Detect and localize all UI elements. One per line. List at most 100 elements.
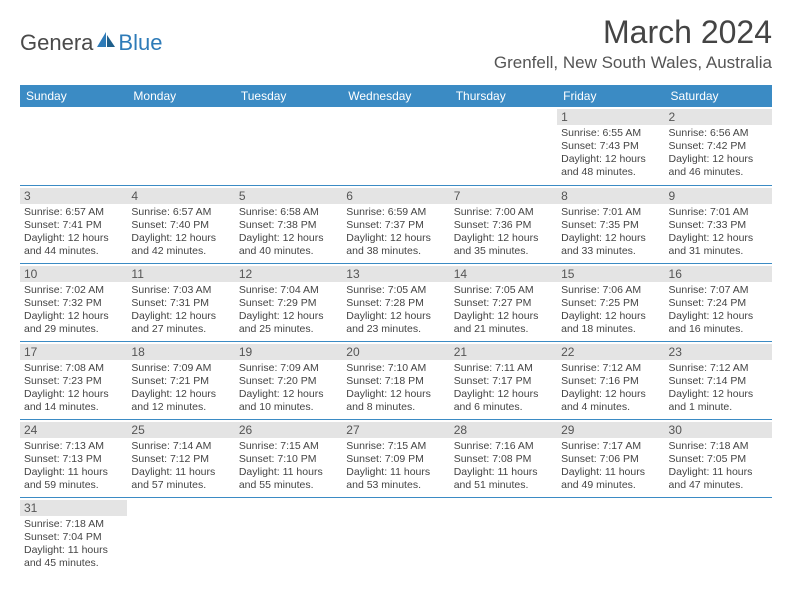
calendar-empty-cell <box>342 497 449 575</box>
day-info: Sunrise: 7:05 AMSunset: 7:28 PMDaylight:… <box>346 284 445 337</box>
day-number: 3 <box>20 188 127 204</box>
calendar-empty-cell <box>235 107 342 185</box>
daylight-text: Daylight: 11 hours and 47 minutes. <box>669 466 768 492</box>
sunset-text: Sunset: 7:42 PM <box>669 140 768 153</box>
day-number: 20 <box>342 344 449 360</box>
day-number: 5 <box>235 188 342 204</box>
day-info: Sunrise: 7:15 AMSunset: 7:09 PMDaylight:… <box>346 440 445 493</box>
calendar-day-cell: 15Sunrise: 7:06 AMSunset: 7:25 PMDayligh… <box>557 263 664 341</box>
daylight-text: Daylight: 12 hours and 14 minutes. <box>24 388 123 414</box>
calendar-day-cell: 5Sunrise: 6:58 AMSunset: 7:38 PMDaylight… <box>235 185 342 263</box>
sunrise-text: Sunrise: 7:13 AM <box>24 440 123 453</box>
daylight-text: Daylight: 12 hours and 46 minutes. <box>669 153 768 179</box>
daylight-text: Daylight: 11 hours and 55 minutes. <box>239 466 338 492</box>
day-info: Sunrise: 6:59 AMSunset: 7:37 PMDaylight:… <box>346 206 445 259</box>
calendar-day-cell: 9Sunrise: 7:01 AMSunset: 7:33 PMDaylight… <box>665 185 772 263</box>
day-number: 2 <box>665 109 772 125</box>
weekday-header: Sunday <box>20 85 127 107</box>
day-number: 28 <box>450 422 557 438</box>
calendar-day-cell: 21Sunrise: 7:11 AMSunset: 7:17 PMDayligh… <box>450 341 557 419</box>
sunrise-text: Sunrise: 7:14 AM <box>131 440 230 453</box>
day-info: Sunrise: 7:16 AMSunset: 7:08 PMDaylight:… <box>454 440 553 493</box>
sunrise-text: Sunrise: 7:10 AM <box>346 362 445 375</box>
sunrise-text: Sunrise: 7:03 AM <box>131 284 230 297</box>
daylight-text: Daylight: 11 hours and 45 minutes. <box>24 544 123 570</box>
sunset-text: Sunset: 7:41 PM <box>24 219 123 232</box>
day-number: 27 <box>342 422 449 438</box>
calendar-day-cell: 4Sunrise: 6:57 AMSunset: 7:40 PMDaylight… <box>127 185 234 263</box>
sunrise-text: Sunrise: 7:18 AM <box>669 440 768 453</box>
sunrise-text: Sunrise: 7:16 AM <box>454 440 553 453</box>
sunrise-text: Sunrise: 6:59 AM <box>346 206 445 219</box>
sunrise-text: Sunrise: 7:17 AM <box>561 440 660 453</box>
calendar-day-cell: 22Sunrise: 7:12 AMSunset: 7:16 PMDayligh… <box>557 341 664 419</box>
month-title: March 2024 <box>494 14 772 51</box>
calendar-day-cell: 14Sunrise: 7:05 AMSunset: 7:27 PMDayligh… <box>450 263 557 341</box>
daylight-text: Daylight: 12 hours and 29 minutes. <box>24 310 123 336</box>
calendar-day-cell: 19Sunrise: 7:09 AMSunset: 7:20 PMDayligh… <box>235 341 342 419</box>
calendar-empty-cell <box>127 497 234 575</box>
calendar-day-cell: 2Sunrise: 6:56 AMSunset: 7:42 PMDaylight… <box>665 107 772 185</box>
sunrise-text: Sunrise: 7:00 AM <box>454 206 553 219</box>
day-number: 29 <box>557 422 664 438</box>
sunrise-text: Sunrise: 7:18 AM <box>24 518 123 531</box>
sunrise-text: Sunrise: 6:57 AM <box>131 206 230 219</box>
daylight-text: Daylight: 12 hours and 33 minutes. <box>561 232 660 258</box>
day-number: 15 <box>557 266 664 282</box>
sunrise-text: Sunrise: 7:11 AM <box>454 362 553 375</box>
day-number: 25 <box>127 422 234 438</box>
daylight-text: Daylight: 12 hours and 48 minutes. <box>561 153 660 179</box>
daylight-text: Daylight: 12 hours and 38 minutes. <box>346 232 445 258</box>
calendar-day-cell: 3 Sunrise: 6:57 AMSunset: 7:41 PMDaylight… <box>20 185 127 263</box>
daylight-text: Daylight: 12 hours and 18 minutes. <box>561 310 660 336</box>
logo: Genera Blue <box>20 30 162 56</box>
day-info: Sunrise: 7:18 AMSunset: 7:04 PMDaylight:… <box>24 518 123 571</box>
calendar-week-row: 24Sunrise: 7:13 AMSunset: 7:13 PMDayligh… <box>20 419 772 497</box>
daylight-text: Daylight: 11 hours and 53 minutes. <box>346 466 445 492</box>
day-info: Sunrise: 7:14 AMSunset: 7:12 PMDaylight:… <box>131 440 230 493</box>
daylight-text: Daylight: 12 hours and 42 minutes. <box>131 232 230 258</box>
sunset-text: Sunset: 7:20 PM <box>239 375 338 388</box>
sunset-text: Sunset: 7:18 PM <box>346 375 445 388</box>
day-number: 8 <box>557 188 664 204</box>
sunrise-text: Sunrise: 7:09 AM <box>131 362 230 375</box>
calendar-day-cell: 10 Sunrise: 7:02 AMSunset: 7:32 PMDayligh… <box>20 263 127 341</box>
day-info: Sunrise: 7:10 AMSunset: 7:18 PMDaylight:… <box>346 362 445 415</box>
day-number: 12 <box>235 266 342 282</box>
weekday-header: Monday <box>127 85 234 107</box>
day-number: 17 <box>20 344 127 360</box>
sunset-text: Sunset: 7:40 PM <box>131 219 230 232</box>
day-info: Sunrise: 7:18 AMSunset: 7:05 PMDaylight:… <box>669 440 768 493</box>
sunset-text: Sunset: 7:43 PM <box>561 140 660 153</box>
daylight-text: Daylight: 12 hours and 40 minutes. <box>239 232 338 258</box>
calendar-day-cell: 31Sunrise: 7:18 AMSunset: 7:04 PMDayligh… <box>20 497 127 575</box>
day-info: Sunrise: 7:15 AMSunset: 7:10 PMDaylight:… <box>239 440 338 493</box>
daylight-text: Daylight: 12 hours and 44 minutes. <box>24 232 123 258</box>
calendar-empty-cell <box>127 107 234 185</box>
day-info: Sunrise: 7:07 AMSunset: 7:24 PMDaylight:… <box>669 284 768 337</box>
calendar-day-cell: 11Sunrise: 7:03 AMSunset: 7:31 PMDayligh… <box>127 263 234 341</box>
day-number: 10 <box>20 266 127 282</box>
daylight-text: Daylight: 11 hours and 49 minutes. <box>561 466 660 492</box>
day-number: 11 <box>127 266 234 282</box>
sunrise-text: Sunrise: 7:12 AM <box>669 362 768 375</box>
sunset-text: Sunset: 7:06 PM <box>561 453 660 466</box>
day-info: Sunrise: 6:57 AMSunset: 7:41 PMDaylight:… <box>24 206 123 259</box>
calendar-day-cell: 6Sunrise: 6:59 AMSunset: 7:37 PMDaylight… <box>342 185 449 263</box>
day-info: Sunrise: 7:02 AMSunset: 7:32 PMDaylight:… <box>24 284 123 337</box>
sunset-text: Sunset: 7:05 PM <box>669 453 768 466</box>
daylight-text: Daylight: 12 hours and 10 minutes. <box>239 388 338 414</box>
sunset-text: Sunset: 7:21 PM <box>131 375 230 388</box>
calendar-day-cell: 24Sunrise: 7:13 AMSunset: 7:13 PMDayligh… <box>20 419 127 497</box>
logo-text-blue: Blue <box>118 30 162 56</box>
sunrise-text: Sunrise: 7:07 AM <box>669 284 768 297</box>
daylight-text: Daylight: 12 hours and 25 minutes. <box>239 310 338 336</box>
sunset-text: Sunset: 7:24 PM <box>669 297 768 310</box>
calendar-empty-cell <box>450 107 557 185</box>
day-info: Sunrise: 7:00 AMSunset: 7:36 PMDaylight:… <box>454 206 553 259</box>
sunrise-text: Sunrise: 7:12 AM <box>561 362 660 375</box>
sunset-text: Sunset: 7:09 PM <box>346 453 445 466</box>
calendar-day-cell: 25 Sunrise: 7:14 AMSunset: 7:12 PMDayligh… <box>127 419 234 497</box>
weekday-header: Friday <box>557 85 664 107</box>
sunrise-text: Sunrise: 7:05 AM <box>346 284 445 297</box>
